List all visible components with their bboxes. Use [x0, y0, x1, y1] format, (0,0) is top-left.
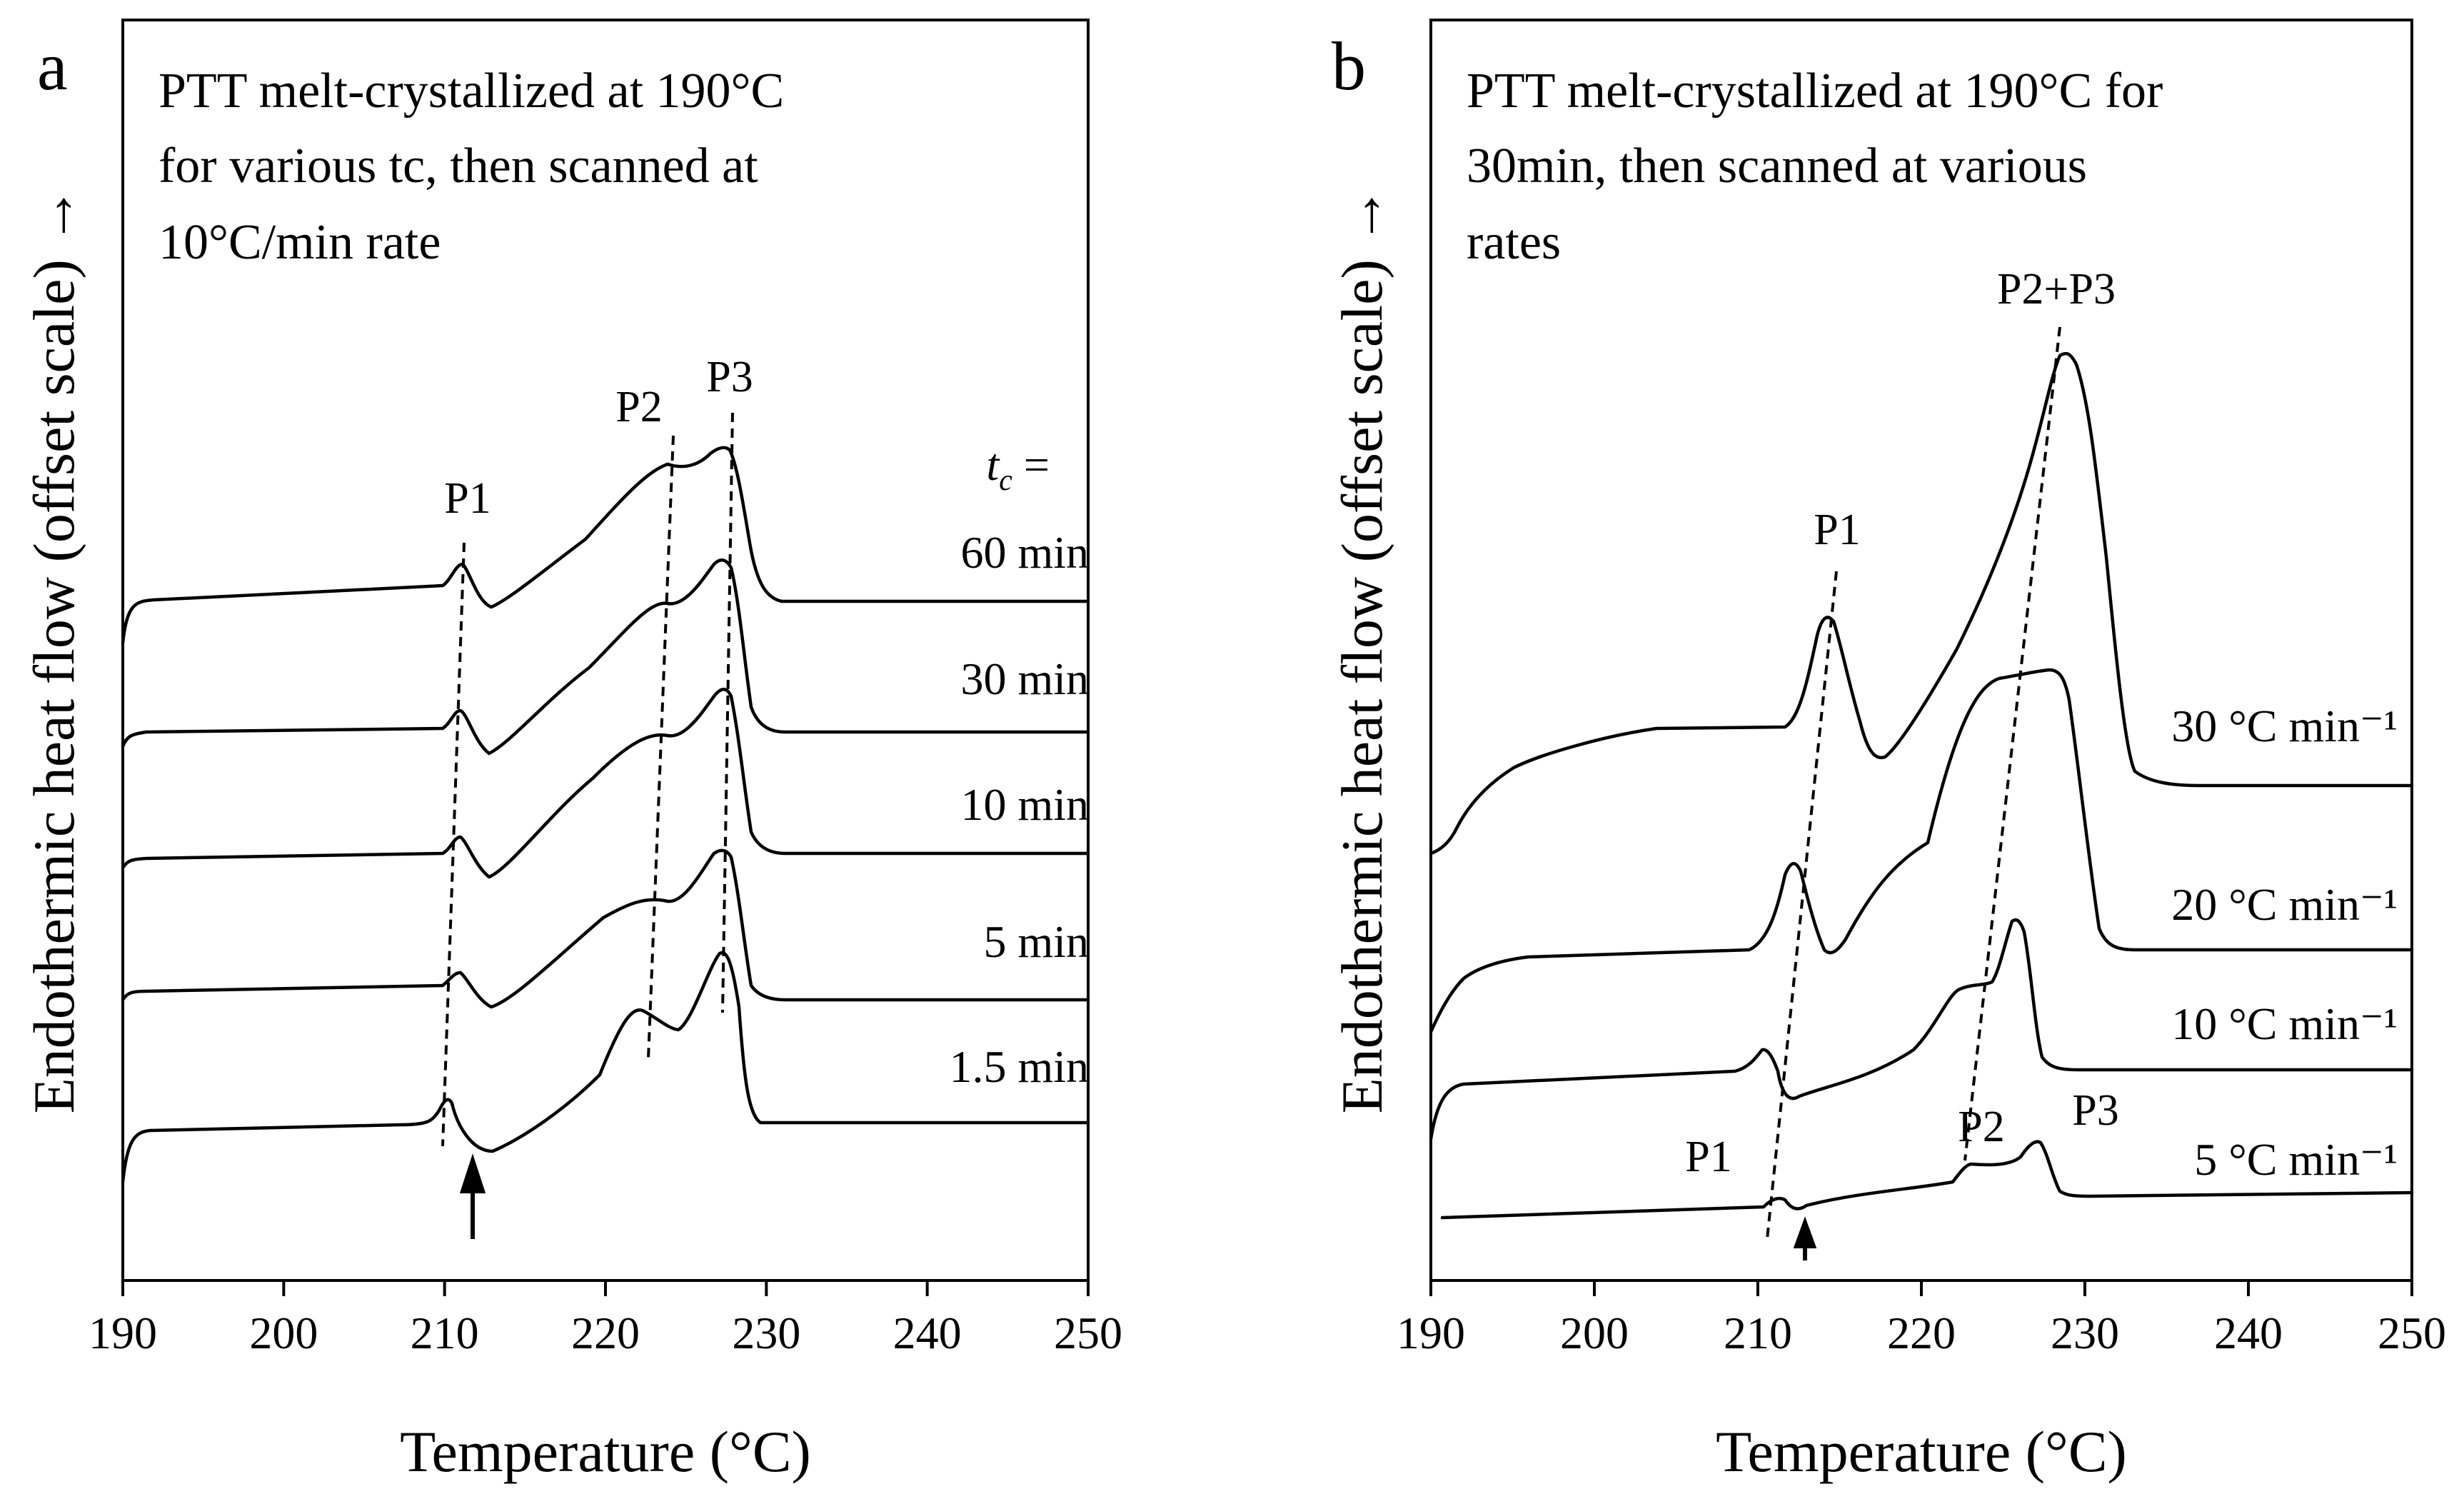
peak-label-p1-a: P1 [444, 474, 491, 523]
legend-title-tc: tc = [986, 439, 1050, 497]
annotation-line-2: for various tc, then scanned at [159, 139, 758, 194]
curve-20-c-min [1429, 668, 2414, 1034]
peak-label-p3-a: P3 [706, 353, 753, 401]
annotation-line-1: PTT melt-crystallized at 190°C [159, 64, 784, 119]
x-axis-title-b: Temperature (°C) [1716, 1419, 2127, 1484]
curve-30-c-min [1429, 351, 2414, 856]
curve-label-30-min: 30 min [960, 653, 1089, 704]
annotation-line-2: 30min, then scanned at various [1467, 139, 2087, 194]
peak-label-p2-low-b: P2 [1958, 1103, 2004, 1151]
x-tick-label-b-190: 190 [1397, 1308, 1465, 1358]
p1-guide-b [1766, 571, 1838, 1240]
x-tick-label-b-240: 240 [2214, 1308, 2283, 1358]
panel-a: a PTT melt-crystallized at 190°C for var… [21, 19, 1122, 1484]
x-tick-label-b-210: 210 [1724, 1308, 1792, 1358]
curve-label-1.5-min: 1.5 min [949, 1041, 1089, 1092]
curve-label-30-c-min: 30 °C min⁻¹ [2171, 701, 2398, 751]
x-tick-label-a-250: 250 [1054, 1308, 1122, 1358]
panel-b: b PTT melt-crystallized at 190°C for 30m… [1329, 19, 2446, 1484]
peak-label-p3-low-b: P3 [2072, 1086, 2118, 1135]
p2-guide-a [647, 435, 675, 1059]
x-tick-label-a-190: 190 [89, 1308, 157, 1358]
x-axis-title-a: Temperature (°C) [400, 1419, 811, 1484]
peak-label-p1-low-b: P1 [1685, 1133, 1731, 1181]
curve-label-60-min: 60 min [960, 527, 1089, 578]
curve-label-20-c-min: 20 °C min⁻¹ [2171, 879, 2398, 930]
curve-10-c-min [1429, 918, 2414, 1141]
x-tick-label-a-230: 230 [732, 1308, 800, 1358]
annotation-line-1: PTT melt-crystallized at 190°C for [1467, 64, 2163, 119]
x-tick-label-b-220: 220 [1887, 1308, 1956, 1358]
p3-guide-a [721, 412, 734, 1013]
arrow-up-icon [459, 1153, 486, 1239]
x-tick-label-a-220: 220 [571, 1308, 640, 1358]
curve-5-c-min [1440, 1140, 2414, 1220]
x-tick-label-a-240: 240 [893, 1308, 962, 1358]
annotation-line-3: 10°C/min rate [159, 215, 441, 270]
x-tick-label-a-200: 200 [249, 1308, 318, 1358]
plot-frame-b [1429, 19, 2413, 1282]
x-axis-ticks-b: 190 200 210 220 230 240 250 [1397, 1280, 2446, 1358]
annotation-line-3: rates [1467, 215, 1561, 270]
x-tick-label-b-200: 200 [1560, 1308, 1629, 1358]
p2-p3-guide-b [1963, 326, 2061, 1161]
x-tick-label-b-250: 250 [2378, 1308, 2446, 1358]
x-tick-label-a-210: 210 [411, 1308, 479, 1358]
y-axis-title-b: Endothermic heat flow (offset scale) → [1329, 186, 1394, 1114]
p1-guide-a [441, 542, 466, 1147]
curve-label-5-min: 5 min [983, 916, 1089, 967]
curve-10-min [121, 688, 1090, 879]
curve-5-min [121, 848, 1090, 1009]
curve-60-min [121, 446, 1090, 645]
x-axis-ticks-a: 190 200 210 220 230 240 250 [89, 1280, 1122, 1358]
peak-label-p2-a: P2 [615, 383, 662, 431]
peak-label-p2-p3-b: P2+P3 [1997, 265, 2116, 314]
curve-1.5-min [121, 951, 1090, 1184]
curve-label-10-min: 10 min [960, 779, 1089, 830]
panel-letter-b: b [1332, 28, 1366, 104]
peak-label-p1-b: P1 [1814, 506, 1860, 554]
panel-letter-a: a [37, 28, 68, 104]
curve-30-min [121, 558, 1090, 756]
curve-label-5-c-min: 5 °C min⁻¹ [2194, 1134, 2398, 1185]
y-axis-title-a: Endothermic heat flow (offset scale) → [21, 186, 86, 1114]
x-tick-label-b-230: 230 [2051, 1308, 2119, 1358]
arrow-up-icon [1793, 1216, 1817, 1260]
curve-label-10-c-min: 10 °C min⁻¹ [2171, 998, 2398, 1049]
